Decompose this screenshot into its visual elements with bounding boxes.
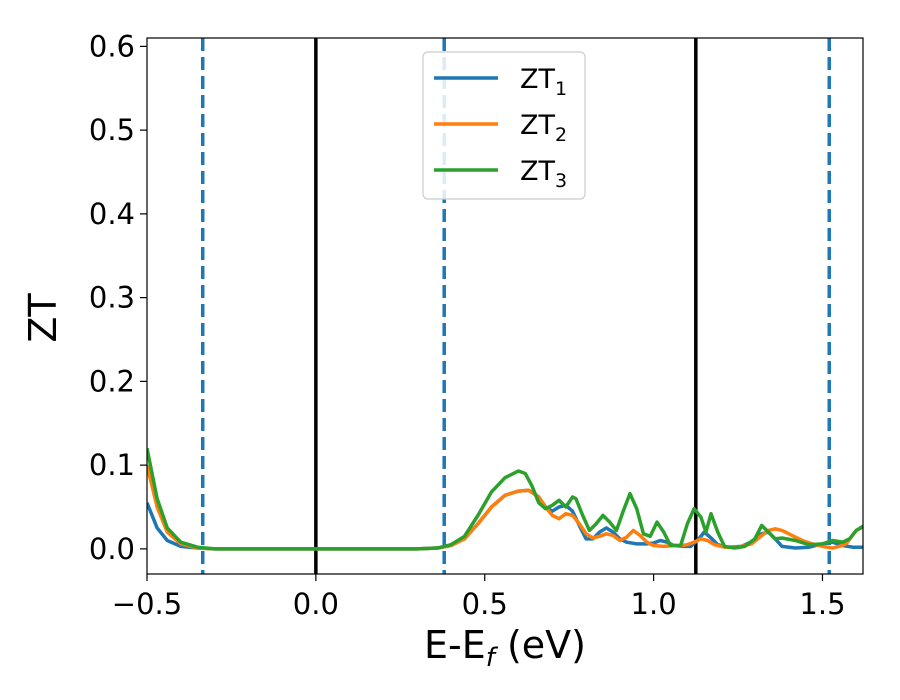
x-axis: −0.5 0.0 0.5 1.0 1.5 [112,574,846,621]
y-tick-label: 0.1 [89,448,135,482]
legend: ZT1 ZT2 ZT3 [422,51,586,200]
legend-box [422,51,586,200]
series-line-zt3 [147,448,863,551]
x-tick-label: 0.5 [462,587,508,621]
plot-frame [146,37,864,575]
legend-label-zt2: ZT2 [520,110,567,146]
x-tick-label: 1.5 [799,587,845,621]
y-tick-label: 0.3 [89,281,135,315]
y-tick-label: 0.5 [89,113,135,147]
legend-label-zt3: ZT3 [520,156,567,192]
y-tick-label: 0.4 [89,197,135,231]
x-tick-label: −0.5 [112,587,182,621]
x-tick-label: 1.0 [631,587,677,621]
x-tick-label: 0.0 [293,587,339,621]
y-axis-label: ZT [21,293,65,343]
legend-label-zt1: ZT1 [520,64,567,100]
x-axis-label: E-Ef (eV) [424,623,586,673]
y-tick-label: 0.0 [89,532,135,566]
y-tick-label: 0.6 [89,29,135,63]
reference-lines [200,38,831,574]
series-lines [147,448,863,551]
y-axis: 0.0 0.1 0.2 0.3 0.4 0.5 0.6 [89,29,147,566]
y-tick-label: 0.2 [89,364,135,398]
